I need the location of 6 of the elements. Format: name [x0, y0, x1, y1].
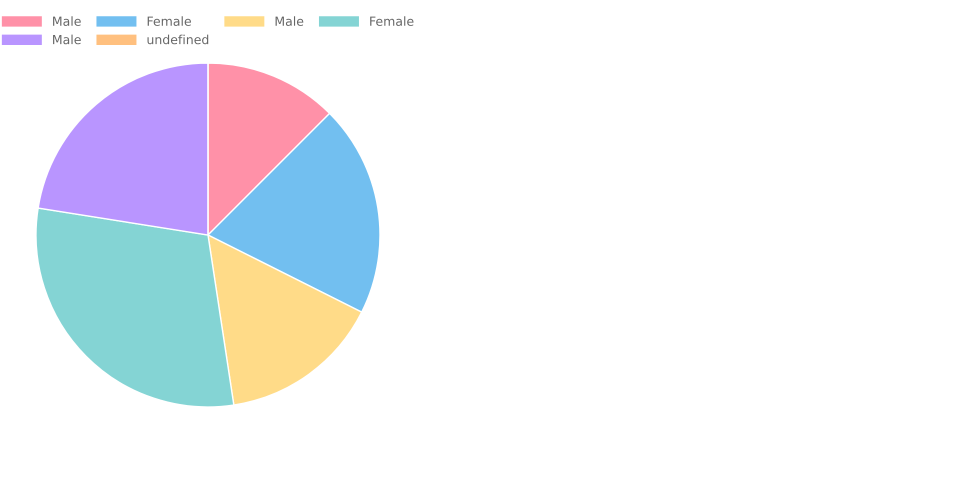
legend-label: undefined [148, 34, 208, 44]
legend-label: Male [276, 16, 304, 26]
legend-label: Female [148, 16, 191, 26]
legend-label: Male [53, 16, 81, 26]
legend-label: Female [370, 16, 414, 26]
legend-label: Male [53, 34, 81, 44]
